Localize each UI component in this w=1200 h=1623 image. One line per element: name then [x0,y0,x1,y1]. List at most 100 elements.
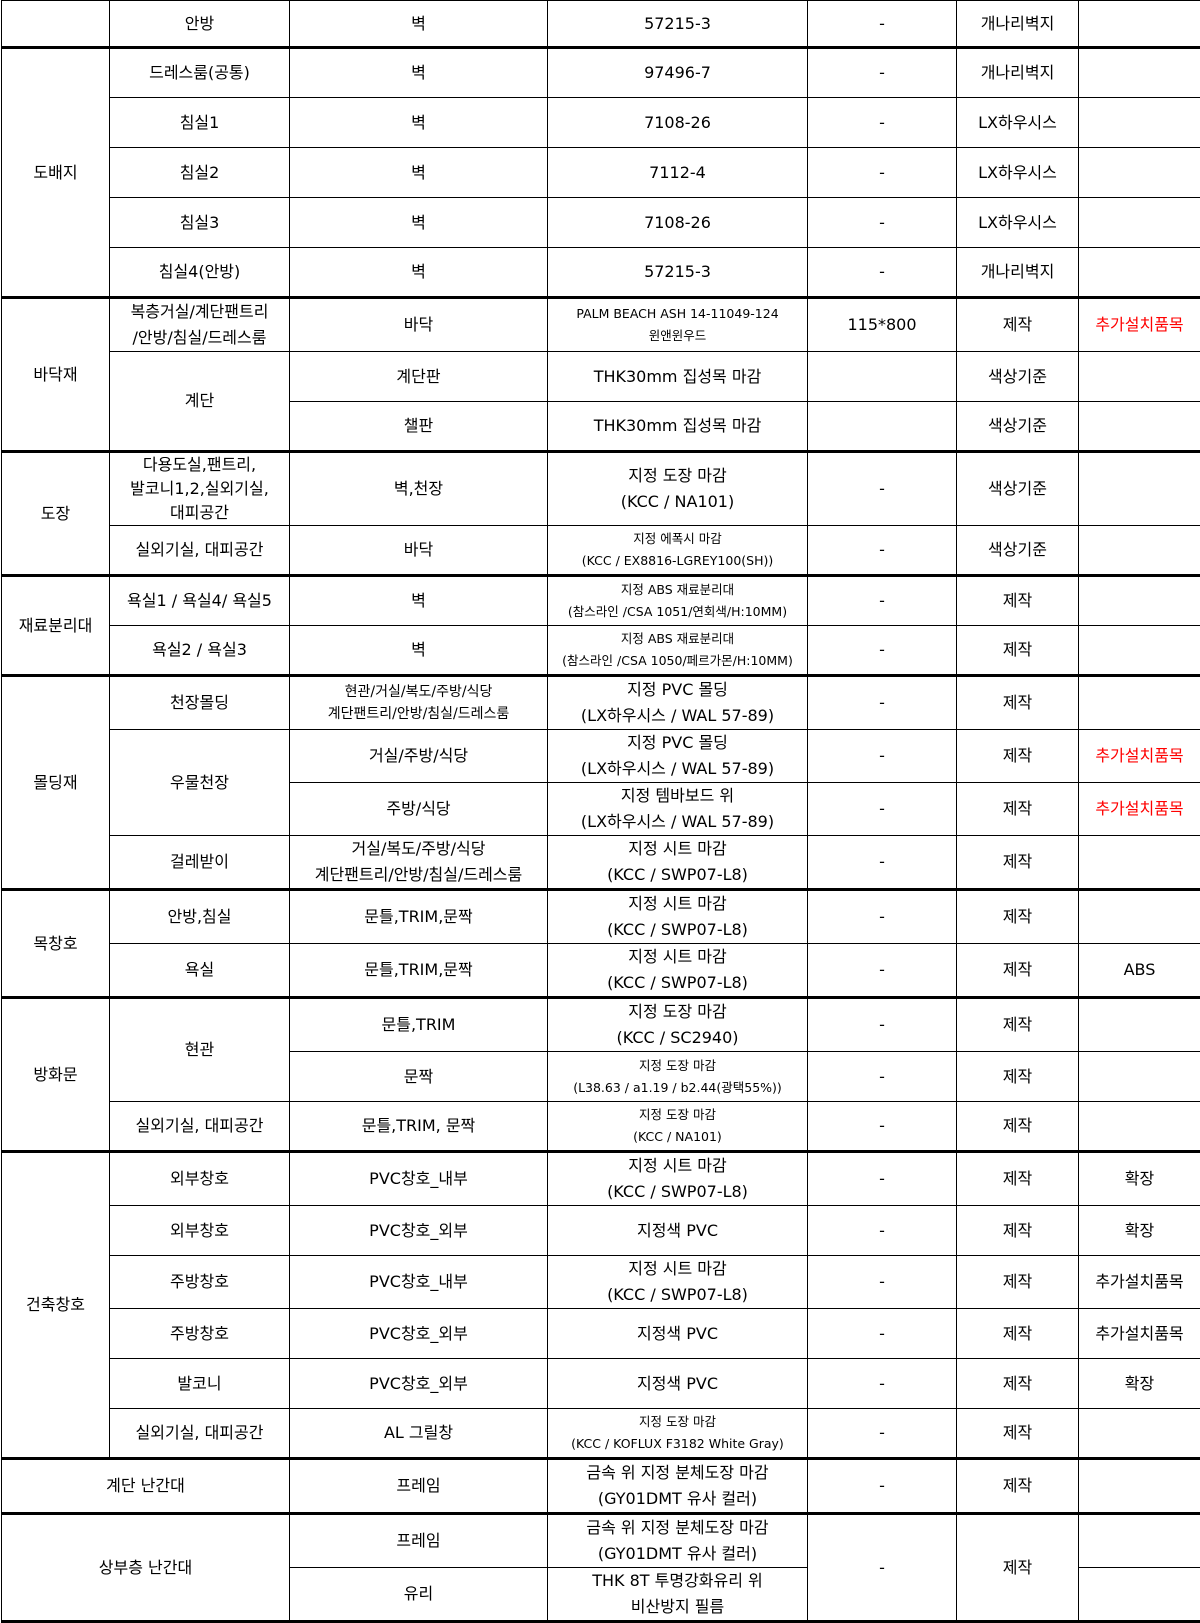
location-cell: 드레스룸(공통) [110,48,290,98]
category-cell: 계단 난간대 [2,1459,290,1514]
spec-cell: 57215-3 [548,1,808,48]
part-cell: 프레임 [290,1459,548,1514]
maker-cell: 제작 [957,1102,1079,1152]
maker-cell: LX하우시스 [957,148,1079,198]
size-cell: - [808,526,957,576]
size-cell: - [808,452,957,526]
spec-cell: 지정 ABS 재료분리대 (참스라인 /CSA 1050/페르가몬/H:10MM… [548,626,808,676]
location-cell: 안방 [110,1,290,48]
part-cell: 주방/식당 [290,783,548,836]
part-cell: 문틀,TRIM [290,998,548,1052]
location-cell: 실외기실, 대피공간 [110,526,290,576]
maker-cell: LX하우시스 [957,198,1079,248]
part-cell: 벽 [290,248,548,298]
maker-cell: 제작 [957,1359,1079,1409]
location-cell: 욕실 [110,944,290,998]
category-cell: 도장 [2,452,110,576]
size-cell: - [808,1256,957,1309]
maker-cell: 제작 [957,730,1079,783]
part-cell: 프레임 [290,1514,548,1568]
size-cell: - [808,198,957,248]
spec-cell: 지정 ABS 재료분리대 (참스라인 /CSA 1051/연회색/H:10MM) [548,576,808,626]
note-cell [1079,1409,1200,1459]
maker-cell: 개나리벽지 [957,48,1079,98]
note-cell: 확장 [1079,1206,1200,1256]
location-cell: 우물천장 [110,730,290,836]
location-cell: 복층거실/계단팬트리 /안방/침실/드레스룸 [110,298,290,352]
spec-cell: 7108-26 [548,98,808,148]
spec-cell: 지정 도장 마감 (KCC / NA101) [548,1102,808,1152]
maker-cell: 개나리벽지 [957,1,1079,48]
spec-cell: 지정 도장 마감 (KCC / NA101) [548,452,808,526]
spec-cell: 97496-7 [548,48,808,98]
note-cell [1079,452,1200,526]
note-cell [1079,248,1200,298]
location-cell: 욕실1 / 욕실4/ 욕실5 [110,576,290,626]
part-cell: 벽 [290,198,548,248]
part-cell: 문틀,TRIM, 문짝 [290,1102,548,1152]
location-cell: 침실1 [110,98,290,148]
location-cell: 실외기실, 대피공간 [110,1409,290,1459]
spec-cell: 지정 에폭시 마감 (KCC / EX8816-LGREY100(SH)) [548,526,808,576]
maker-cell: 제작 [957,944,1079,998]
location-cell: 걸레받이 [110,836,290,890]
size-cell: - [808,1206,957,1256]
maker-cell: 제작 [957,783,1079,836]
spec-cell: 57215-3 [548,248,808,298]
spec-cell: 지정 시트 마감 (KCC / SWP07-L8) [548,944,808,998]
location-cell: 실외기실, 대피공간 [110,1102,290,1152]
category-cell [2,1,110,48]
size-cell: - [808,48,957,98]
part-cell: 벽 [290,48,548,98]
note-cell [1079,48,1200,98]
spec-cell: 지정색 PVC [548,1309,808,1359]
category-cell: 상부층 난간대 [2,1514,290,1622]
note-cell [1079,836,1200,890]
category-cell: 건축창호 [2,1152,110,1459]
size-cell: - [808,1514,957,1622]
maker-cell: 제작 [957,890,1079,944]
location-cell: 발코니 [110,1359,290,1409]
spec-cell: 7112-4 [548,148,808,198]
maker-cell: 제작 [957,836,1079,890]
part-cell: 벽 [290,98,548,148]
size-cell: - [808,1359,957,1409]
part-cell: 챌판 [290,402,548,452]
note-cell [1079,890,1200,944]
size-cell: - [808,890,957,944]
size-cell: - [808,730,957,783]
note-cell: 추가설치품목 [1079,298,1200,352]
spec-cell: 지정 도장 마감 (L38.63 / a1.19 / b2.44(광택55%)) [548,1052,808,1102]
part-cell: 벽 [290,148,548,198]
location-cell: 안방,침실 [110,890,290,944]
maker-cell: 제작 [957,1514,1079,1622]
part-cell: PVC창호_내부 [290,1256,548,1309]
location-cell: 천장몰딩 [110,676,290,730]
size-cell: - [808,576,957,626]
size-cell: 115*800 [808,298,957,352]
spec-cell: 지정 시트 마감 (KCC / SWP07-L8) [548,836,808,890]
note-cell [1079,1102,1200,1152]
category-cell: 도배지 [2,48,110,298]
size-cell: - [808,148,957,198]
maker-cell: 색상기준 [957,526,1079,576]
spec-cell: 금속 위 지정 분체도장 마감 (GY01DMT 유사 컬러) [548,1459,808,1514]
part-cell: 계단판 [290,352,548,402]
location-cell: 침실4(안방) [110,248,290,298]
spec-cell: 지정 도장 마감 (KCC / SC2940) [548,998,808,1052]
part-cell: 현관/거실/복도/주방/식당 계단팬트리/안방/침실/드레스룸 [290,676,548,730]
